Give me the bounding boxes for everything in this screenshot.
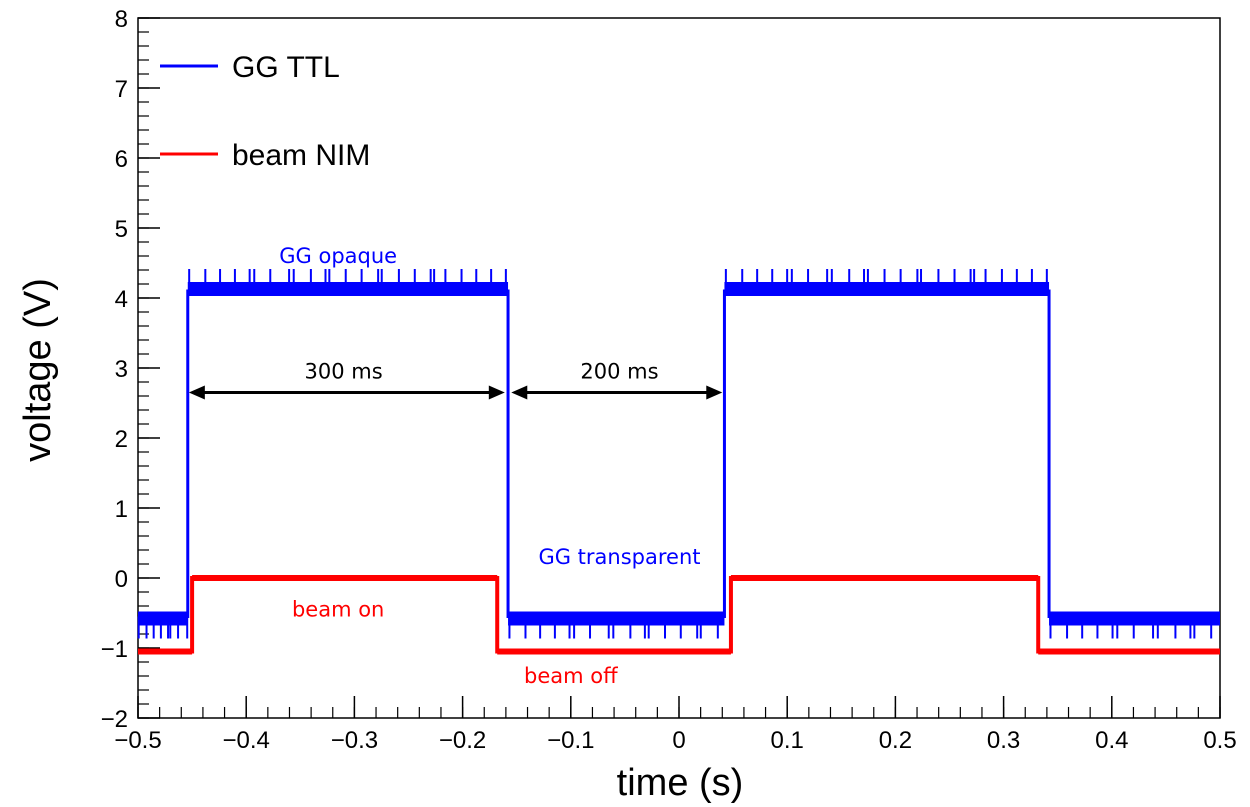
x-tick-label: −0.1 xyxy=(547,727,594,754)
annotation-label: GG opaque xyxy=(279,244,397,268)
y-tick-label: 7 xyxy=(115,76,128,103)
x-tick-label: 0.5 xyxy=(1203,727,1236,754)
series-band xyxy=(1038,648,1220,655)
annotation-label: 300 ms xyxy=(305,360,383,384)
series-band xyxy=(138,611,188,626)
y-tick-label: 3 xyxy=(115,356,128,383)
x-tick-label: −0.3 xyxy=(331,727,378,754)
x-tick-label: 0.3 xyxy=(987,727,1020,754)
annotation-label: beam off xyxy=(524,664,618,688)
series-band xyxy=(730,575,1039,581)
y-tick-label: 5 xyxy=(115,216,128,243)
series-band xyxy=(724,282,1050,296)
series-band xyxy=(138,648,193,655)
legend: GG TTL beam NIM xyxy=(160,51,370,172)
series-band xyxy=(508,611,725,626)
x-tick-label: −0.5 xyxy=(114,727,161,754)
y-tick-label: 8 xyxy=(115,6,128,33)
y-axis-label: voltage (V) xyxy=(17,278,59,462)
series-layer xyxy=(137,269,1220,655)
y-tick-label: 6 xyxy=(115,146,128,173)
y-tick-label: 0 xyxy=(115,566,128,593)
y-tick-label: 2 xyxy=(115,426,128,453)
x-tick-label: 0.4 xyxy=(1095,727,1128,754)
arrowhead-left xyxy=(188,385,205,400)
x-tick-label: 0 xyxy=(672,727,685,754)
y-axis: −2 −1 0 1 2 3 4 5 6 7 8 xyxy=(101,6,160,733)
legend-label: GG TTL xyxy=(232,51,340,84)
x-axis-label: time (s) xyxy=(617,762,744,804)
x-tick-label: 0.1 xyxy=(771,727,804,754)
x-axis: −0.5 −0.4 −0.3 −0.2 −0.1 0 0.1 0.2 0.3 0.4 0.5 xyxy=(114,696,1237,754)
x-tick-label: −0.2 xyxy=(439,727,486,754)
y-tick-label: −2 xyxy=(101,706,128,733)
legend-label: beam NIM xyxy=(232,139,370,172)
y-tick-label: 1 xyxy=(115,496,128,523)
series-band xyxy=(187,282,509,296)
annotation-label: GG transparent xyxy=(538,545,700,569)
annotation-layer: GG opaque GG transparent beam on beam off 30… xyxy=(188,244,723,688)
y-tick-label: −1 xyxy=(101,636,128,663)
annotation-label: 200 ms xyxy=(580,360,658,384)
arrowhead-right xyxy=(488,385,505,400)
x-tick-label: −0.4 xyxy=(223,727,270,754)
arrowhead-right xyxy=(706,385,723,400)
series-band xyxy=(497,648,731,655)
x-tick-label: 0.2 xyxy=(879,727,912,754)
y-tick-label: 4 xyxy=(115,286,128,313)
series-band xyxy=(192,575,498,581)
annotation-label: beam on xyxy=(292,598,384,622)
arrowhead-left xyxy=(511,385,528,400)
